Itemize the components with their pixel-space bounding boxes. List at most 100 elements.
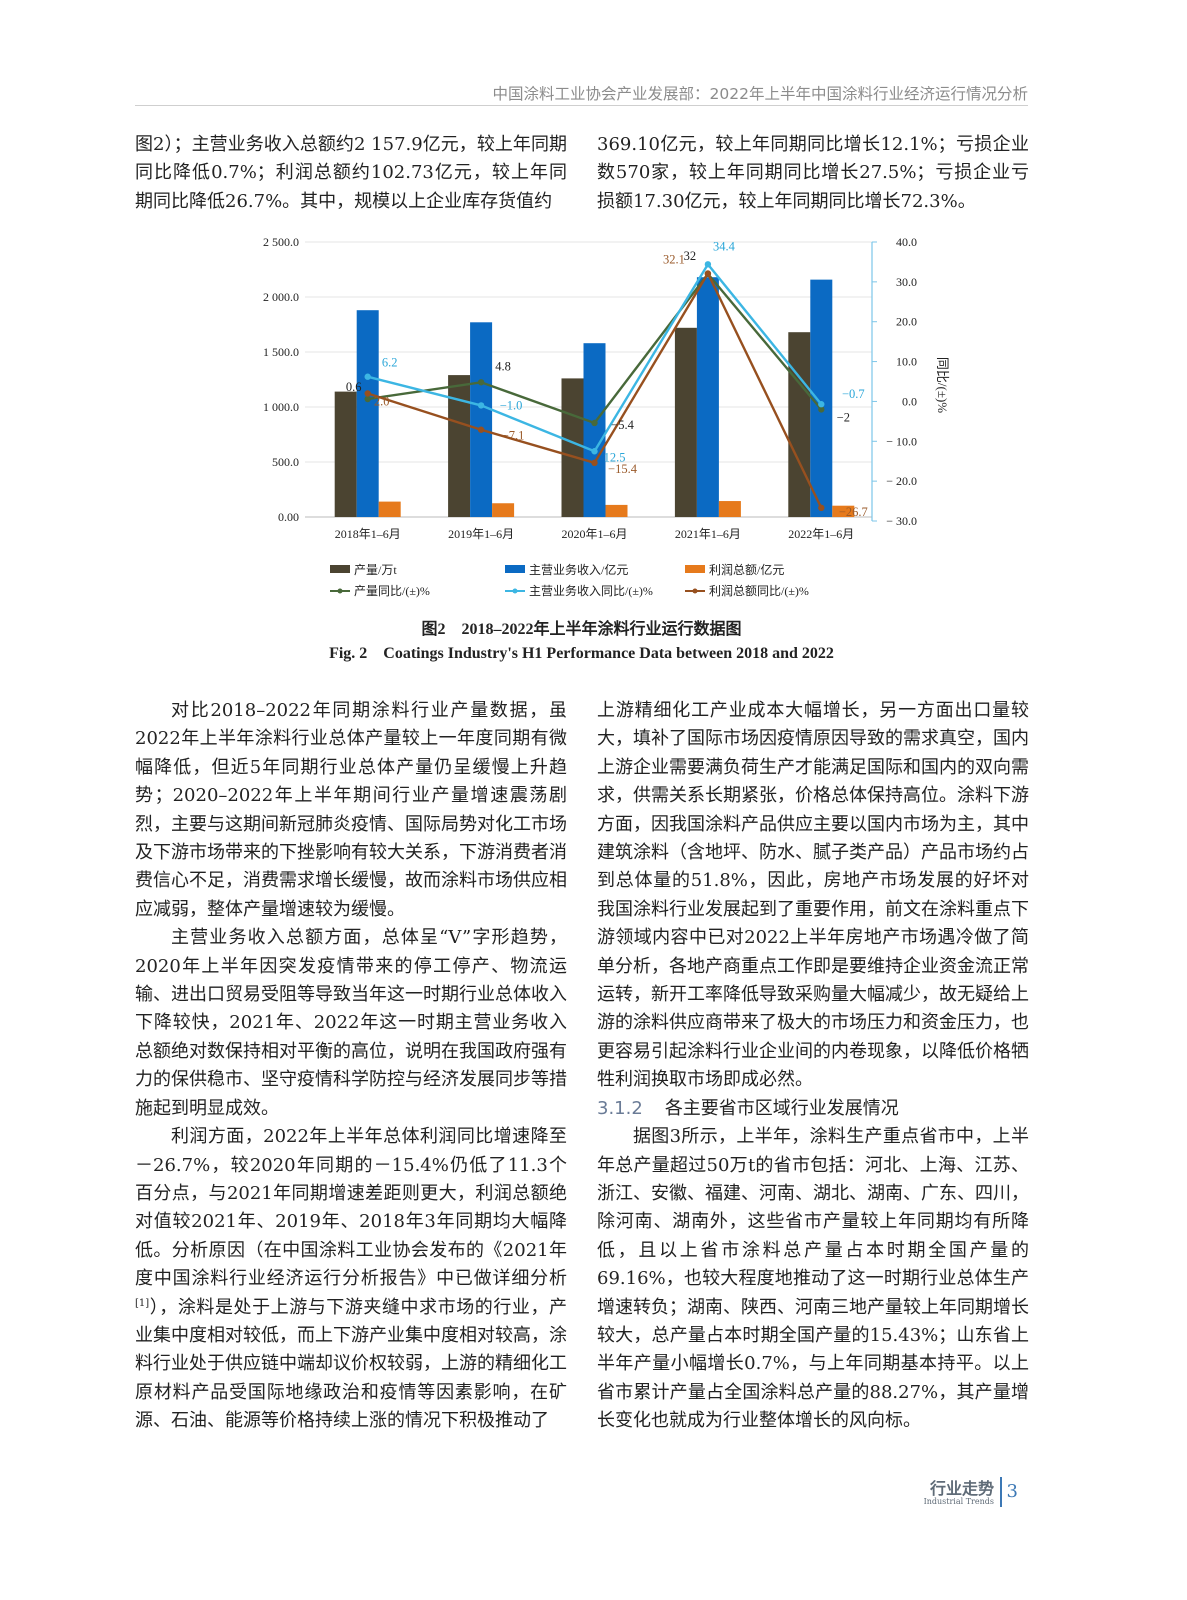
citation-ref[interactable]: [1]: [135, 1297, 150, 1309]
line-point: [591, 448, 598, 455]
legend-label: 主营业务收入同比/(±)%: [529, 583, 653, 598]
bar-revenue: [356, 310, 379, 517]
bar-profit: [378, 501, 401, 517]
line-point: [704, 270, 712, 277]
paragraph-text: ），涂料是处于上游与下游夹缝中求市场的行业，产业集中度相对较低，而上下游产业集中…: [135, 1296, 567, 1432]
right-axis-tick: 20.0: [896, 315, 917, 329]
right-axis-tick: 40.0: [896, 235, 917, 249]
section-title: 各主要省市区域行业发展情况: [664, 1097, 899, 1119]
header-divider: [135, 105, 1028, 106]
line-point: [818, 406, 825, 413]
line-point: [818, 401, 825, 408]
footer-divider: [1000, 1477, 1002, 1507]
legend-label: 利润总额同比/(±)%: [709, 584, 809, 598]
legend-swatch: [505, 565, 525, 573]
line-point: [477, 426, 485, 433]
figure-caption-cn: 图2 2018–2022年上半年涂料行业运行数据图: [421, 621, 742, 638]
legend-label: 利润总额/亿元: [709, 562, 784, 577]
paragraph: 上游精细化工产业成本大幅增长，另一方面出口量较大，填补了国际市场因疫情原因导致的…: [597, 700, 1029, 1091]
data-label: −5.4: [611, 418, 634, 432]
section-number: 3.1.2: [597, 1097, 643, 1119]
line-point: [591, 459, 598, 467]
bar-production: [448, 375, 471, 517]
left-axis-tick: 0.00: [278, 510, 299, 524]
data-label: −7.1: [502, 429, 525, 443]
section-heading: 3.1.2 各主要省市区域行业发展情况: [597, 1095, 1029, 1123]
left-axis-tick: 500.0: [272, 455, 299, 469]
x-axis-tick: 2018年1–6月: [335, 527, 401, 541]
legend-marker: [337, 588, 343, 594]
line-point: [591, 419, 598, 427]
x-axis-tick: 2021年1–6月: [675, 527, 741, 541]
footer-section: 行业走势: [929, 1479, 994, 1498]
data-label: 6.2: [382, 356, 398, 370]
bar-production: [334, 391, 357, 517]
bar-revenue: [583, 343, 606, 517]
bar-revenue: [470, 322, 493, 517]
paragraph: 369.10亿元，较上年同期同比增长12.1%；亏损企业数570家，较上年同期同…: [597, 134, 1029, 212]
left-axis-tick: 1 500.0: [263, 345, 299, 359]
x-axis-tick: 2019年1–6月: [448, 527, 514, 541]
figure-caption-en: Fig. 2 Coatings Industry's H1 Performanc…: [329, 645, 834, 662]
data-label: −2: [837, 410, 850, 424]
data-label: 12.5: [604, 450, 626, 464]
legend-swatch: [330, 565, 350, 573]
bar-profit: [718, 501, 741, 517]
legend-marker: [512, 588, 518, 594]
data-label: 32: [684, 249, 697, 263]
data-label: −15.4: [608, 462, 638, 476]
bar-revenue: [696, 277, 719, 517]
left-axis-tick: 2 500.0: [263, 235, 299, 249]
bar-production: [788, 332, 811, 517]
data-label: 4.8: [495, 359, 511, 373]
paragraph: 据图3所示，上半年，涂料生产重点省市中，上半年总产量超过50万t的省市包括：河北…: [597, 1126, 1029, 1432]
legend-label: 产量同比/(±)%: [354, 584, 430, 598]
top-right-column: 369.10亿元，较上年同期同比增长12.1%；亏损企业数570家，较上年同期同…: [597, 131, 1029, 216]
right-axis-tick: 0.0: [902, 394, 917, 408]
top-left-column: 图2）；主营业务收入总额约2 157.9亿元，较上年同期同比降低0.7%；利润总…: [135, 131, 567, 216]
line-point: [364, 390, 371, 397]
data-label: 32.1: [663, 252, 685, 266]
right-axis-label: 同比/(±)%: [935, 357, 950, 413]
bar-profit: [492, 503, 515, 517]
data-label: −1.0: [500, 398, 523, 412]
paragraph: 图2）；主营业务收入总额约2 157.9亿元，较上年同期同比降低0.7%；利润总…: [135, 134, 567, 212]
paragraph-text: 利润方面，2022年上半年总体利润同比增速降至－26.7%，较2020年同期的－…: [135, 1126, 567, 1290]
page-number: 3: [1006, 1481, 1018, 1502]
figure-2-chart: 0.00 500.0 1 000.0 1 500.0 2 000.0 2 500.0 − 3…: [263, 235, 950, 598]
bottom-right-column: 上游精细化工产业成本大幅增长，另一方面出口量较大，填补了国际市场因疫情原因导致的…: [597, 697, 1029, 1436]
data-label: 2.0: [374, 394, 390, 408]
legend-marker: [692, 588, 698, 594]
running-header: 中国涂料工业协会产业发展部：2022年上半年中国涂料行业经济运行情况分析: [492, 85, 1028, 103]
data-label: −26.7: [839, 505, 868, 519]
bar-revenue: [810, 279, 833, 517]
data-label: 0.6: [346, 380, 362, 394]
legend-label: 主营业务收入/亿元: [529, 562, 628, 577]
paragraph: 对比2018–2022年同期涂料行业产量数据，虽2022年上半年涂料行业总体产量…: [135, 700, 567, 920]
footer-section-en: Industrial Trends: [923, 1497, 994, 1506]
line-point: [818, 504, 825, 512]
x-axis-tick: 2020年1–6月: [561, 527, 627, 541]
legend-label: 产量/万t: [354, 563, 397, 577]
left-axis-tick: 2 000.0: [263, 290, 299, 304]
right-axis-tick: − 10.0: [886, 434, 917, 448]
x-axis-tick: 2022年1–6月: [788, 527, 854, 541]
line-point: [704, 261, 712, 268]
line-point: [364, 373, 371, 380]
line-point: [477, 402, 485, 409]
data-label: −0.7: [842, 387, 865, 401]
bottom-left-column: 对比2018–2022年同期涂料行业产量数据，虽2022年上半年涂料行业总体产量…: [135, 697, 567, 1436]
line-point: [477, 379, 485, 386]
paragraph: 利润方面，2022年上半年总体利润同比增速降至－26.7%，较2020年同期的－…: [135, 1123, 567, 1435]
bar-production: [674, 327, 697, 517]
right-axis-tick: 10.0: [896, 355, 917, 369]
right-axis-tick: 30.0: [896, 275, 917, 289]
line-point: [364, 395, 371, 403]
data-label: 34.4: [713, 239, 736, 253]
bar-profit: [605, 504, 628, 517]
bar-production: [561, 378, 584, 517]
paragraph: 主营业务收入总额方面，总体呈“V”字形趋势，2020年上半年因突发疫情带来的停工…: [135, 927, 567, 1119]
page-footer: 行业走势 Industrial Trends 3: [900, 1475, 1030, 1515]
right-axis-tick: − 20.0: [886, 474, 917, 488]
right-axis-tick: − 30.0: [886, 514, 917, 528]
